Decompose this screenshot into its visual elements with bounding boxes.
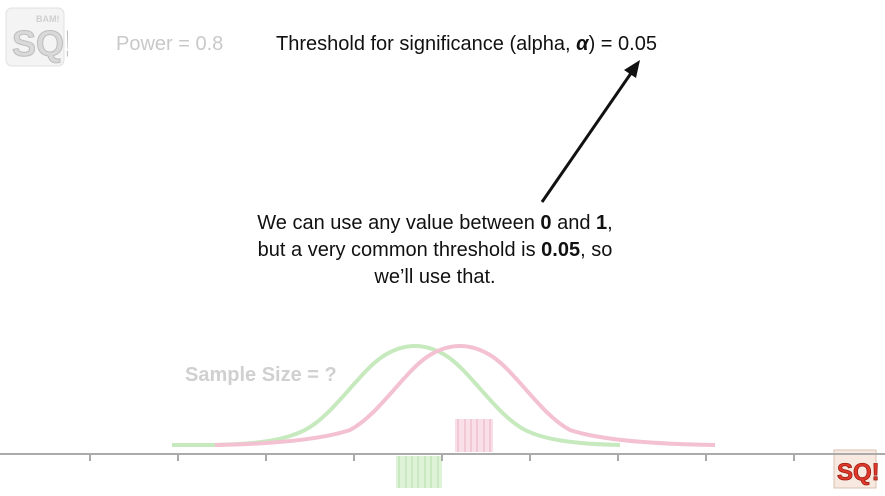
pink-sample-points <box>455 419 493 452</box>
pointer-arrow <box>540 65 638 203</box>
logo-small-text: BAM! <box>36 14 60 24</box>
statquest-logo: SQ! BAM! <box>5 7 68 67</box>
green-sample-points <box>396 456 442 488</box>
logo-text: SQ! <box>12 23 68 64</box>
threshold-label: Threshold for significance (alpha, α) = … <box>276 33 657 56</box>
green-distribution-curve <box>172 344 621 447</box>
x-axis <box>0 453 885 461</box>
statquest-small-logo: SQ! <box>833 449 880 489</box>
explanation-line-2: but a very common threshold is 0.05, so <box>257 239 613 261</box>
explanation-line-3: we’ll use that. <box>374 266 496 288</box>
explanation-line-1: We can use any value between 0 and 1, <box>257 212 613 234</box>
threshold-prefix: Threshold for significance (alpha, <box>276 33 577 55</box>
alpha-symbol: α <box>576 33 589 55</box>
power-label: Power = 0.8 <box>116 33 224 55</box>
explanation-text: We can use any value between 0 and 1, bu… <box>180 210 690 291</box>
sample-size-label: Sample Size = ? <box>185 364 337 386</box>
small-logo-text: SQ! <box>837 459 880 486</box>
threshold-suffix: ) = 0.05 <box>588 33 657 55</box>
arrow-head <box>624 60 640 78</box>
pink-distribution-curve <box>214 344 716 447</box>
